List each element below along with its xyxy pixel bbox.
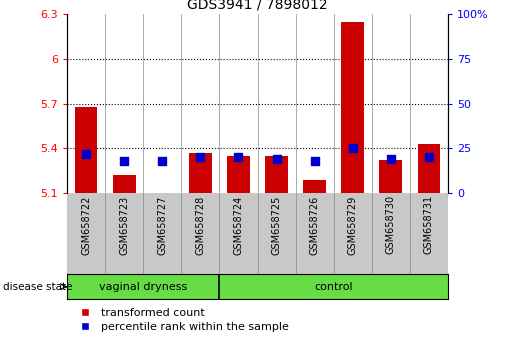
Bar — [189, 153, 212, 193]
Text: GSM658728: GSM658728 — [195, 195, 205, 255]
Bar — [227, 156, 250, 193]
Point — [158, 158, 166, 164]
Bar — [75, 107, 97, 193]
Bar — [380, 160, 402, 193]
Text: GSM658731: GSM658731 — [424, 195, 434, 255]
Text: GSM658730: GSM658730 — [386, 195, 396, 255]
Bar — [418, 144, 440, 193]
Bar — [265, 156, 288, 193]
Legend: transformed count, percentile rank within the sample: transformed count, percentile rank withi… — [73, 307, 290, 333]
Point — [82, 151, 90, 156]
Text: GSM658722: GSM658722 — [81, 195, 91, 255]
Bar — [341, 22, 364, 193]
Bar — [303, 179, 326, 193]
Text: GSM658724: GSM658724 — [233, 195, 244, 255]
Title: GDS3941 / 7898012: GDS3941 / 7898012 — [187, 0, 328, 12]
Point — [349, 145, 357, 151]
Text: vaginal dryness: vaginal dryness — [99, 282, 187, 292]
Point — [272, 156, 281, 162]
Text: GSM658727: GSM658727 — [157, 195, 167, 255]
Text: disease state: disease state — [3, 282, 72, 292]
Point — [425, 154, 433, 160]
Point — [196, 154, 204, 160]
Point — [120, 158, 128, 164]
Text: control: control — [314, 282, 353, 292]
Point — [387, 156, 395, 162]
Text: GSM658723: GSM658723 — [119, 195, 129, 255]
Text: GSM658726: GSM658726 — [310, 195, 320, 255]
Bar — [113, 175, 135, 193]
Point — [234, 154, 243, 160]
Point — [311, 158, 319, 164]
Text: GSM658729: GSM658729 — [348, 195, 358, 255]
Text: GSM658725: GSM658725 — [271, 195, 282, 255]
